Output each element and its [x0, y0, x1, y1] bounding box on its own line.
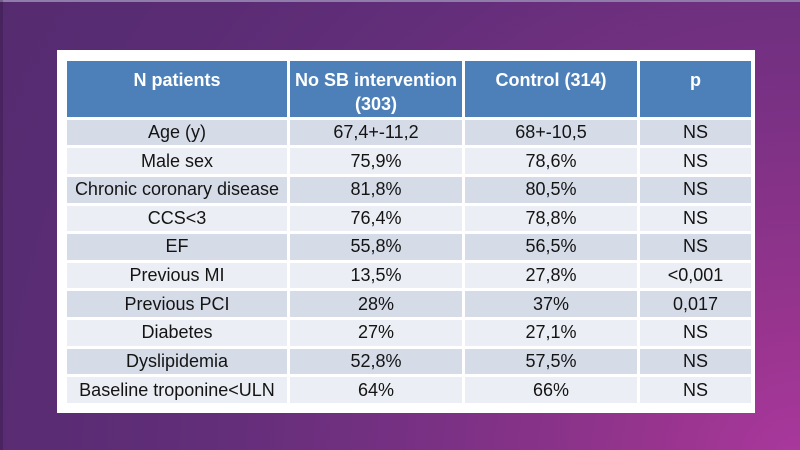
slide-left-edge-shadow — [0, 0, 3, 450]
no-sb-value-cell: 75,9% — [287, 145, 465, 177]
no-sb-value-cell: 67,4+-11,2 — [287, 116, 465, 149]
table-row: CCS<3 76,4% 78,8% NS — [64, 202, 754, 235]
header-no-sb-intervention: No SB intervention (303) — [287, 58, 465, 120]
p-value-cell: 0,017 — [637, 288, 754, 321]
header-control: Control (314) — [462, 58, 640, 120]
p-value-cell: NS — [637, 145, 754, 177]
no-sb-value-cell: 55,8% — [287, 231, 465, 263]
no-sb-value-cell: 76,4% — [287, 202, 465, 235]
baseline-characteristics-table: N patients No SB intervention (303) Cont… — [64, 58, 754, 406]
table-header-row: N patients No SB intervention (303) Cont… — [64, 58, 754, 120]
header-n-patients: N patients — [64, 58, 290, 120]
table-row: Dyslipidemia 52,8% 57,5% NS — [64, 345, 754, 378]
slide-content-panel: N patients No SB intervention (303) Cont… — [57, 50, 755, 413]
row-label-cell: CCS<3 — [64, 202, 290, 235]
slide-top-edge-highlight — [0, 0, 800, 2]
row-label-cell: Chronic coronary disease — [64, 173, 290, 206]
table-row: Male sex 75,9% 78,6% NS — [64, 145, 754, 177]
no-sb-value-cell: 52,8% — [287, 345, 465, 378]
p-value-cell: NS — [637, 173, 754, 206]
control-value-cell: 27,8% — [462, 259, 640, 292]
control-value-cell: 56,5% — [462, 231, 640, 263]
table-row: Age (y) 67,4+-11,2 68+-10,5 NS — [64, 116, 754, 149]
table-row: Previous MI 13,5% 27,8% <0,001 — [64, 259, 754, 292]
row-label-cell: Diabetes — [64, 317, 290, 349]
table-body: Age (y) 67,4+-11,2 68+-10,5 NS Male sex 75,9%… — [64, 116, 754, 406]
no-sb-value-cell: 81,8% — [287, 173, 465, 206]
p-value-cell: <0,001 — [637, 259, 754, 292]
row-label-cell: Previous PCI — [64, 288, 290, 321]
no-sb-value-cell: 28% — [287, 288, 465, 321]
no-sb-value-cell: 64% — [287, 374, 465, 406]
control-value-cell: 27,1% — [462, 317, 640, 349]
row-label-cell: Age (y) — [64, 116, 290, 149]
no-sb-value-cell: 27% — [287, 317, 465, 349]
p-value-cell: NS — [637, 345, 754, 378]
p-value-cell: NS — [637, 202, 754, 235]
table-row: Chronic coronary disease 81,8% 80,5% NS — [64, 173, 754, 206]
row-label-cell: EF — [64, 231, 290, 263]
control-value-cell: 68+-10,5 — [462, 116, 640, 149]
table-row: Previous PCI 28% 37% 0,017 — [64, 288, 754, 321]
control-value-cell: 37% — [462, 288, 640, 321]
row-label-cell: Baseline troponine<ULN — [64, 374, 290, 406]
control-value-cell: 78,6% — [462, 145, 640, 177]
p-value-cell: NS — [637, 116, 754, 149]
no-sb-value-cell: 13,5% — [287, 259, 465, 292]
p-value-cell: NS — [637, 231, 754, 263]
table-row: Diabetes 27% 27,1% NS — [64, 317, 754, 349]
control-value-cell: 57,5% — [462, 345, 640, 378]
p-value-cell: NS — [637, 317, 754, 349]
row-label-cell: Dyslipidemia — [64, 345, 290, 378]
table-row: Baseline troponine<ULN 64% 66% NS — [64, 374, 754, 406]
row-label-cell: Male sex — [64, 145, 290, 177]
control-value-cell: 66% — [462, 374, 640, 406]
p-value-cell: NS — [637, 374, 754, 406]
control-value-cell: 78,8% — [462, 202, 640, 235]
header-p-value: p — [637, 58, 754, 120]
control-value-cell: 80,5% — [462, 173, 640, 206]
table-row: EF 55,8% 56,5% NS — [64, 231, 754, 263]
row-label-cell: Previous MI — [64, 259, 290, 292]
